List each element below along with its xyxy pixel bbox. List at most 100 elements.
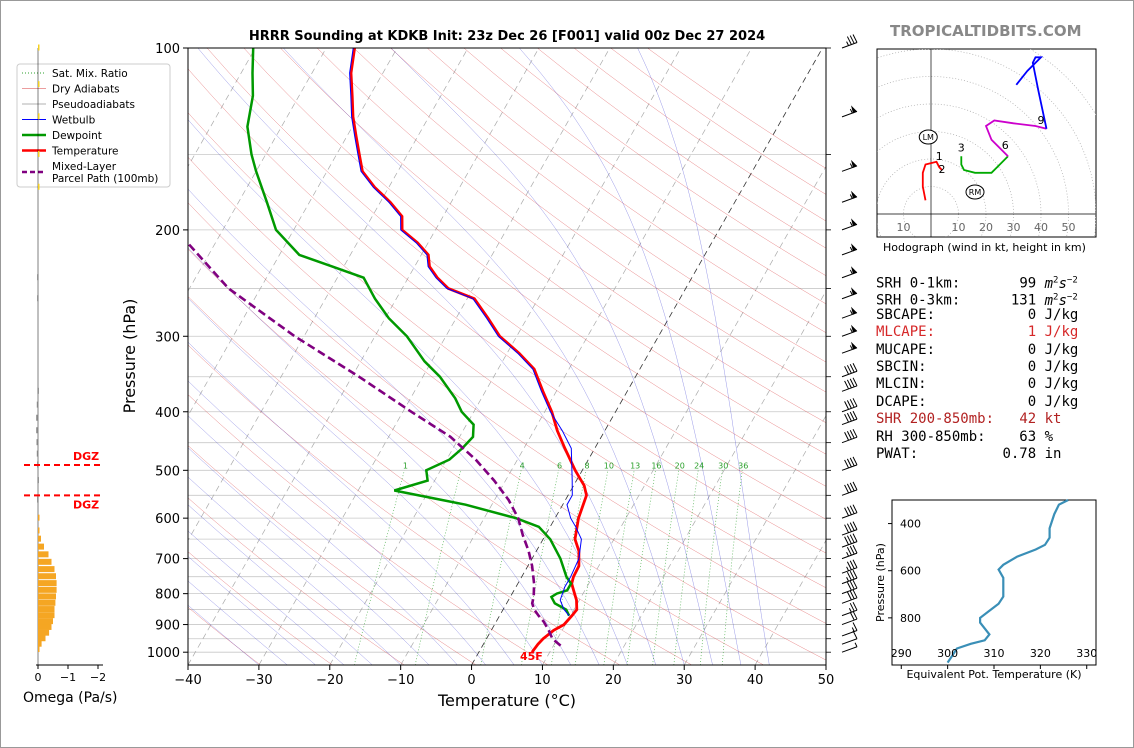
stat-row: SBCIN: 0 J/kg [876, 359, 1078, 376]
x-tick-label: 50 [818, 673, 835, 688]
wind-barb [841, 410, 858, 426]
y-tick-label: 700 [155, 553, 180, 568]
pseudoadiabat [188, 580, 288, 665]
mixing-ratio-label: 36 [738, 461, 748, 470]
wind-barb [841, 306, 858, 319]
omega-bar [38, 113, 40, 120]
omega-bar [36, 414, 38, 421]
omega-bar [38, 646, 40, 653]
mixing-ratio-line [721, 470, 743, 665]
storm-motion-label: LM [923, 133, 934, 142]
omega-bar [38, 183, 40, 190]
wind-barb [841, 589, 858, 604]
wind-barb [841, 610, 858, 626]
mixing-ratio-line [574, 470, 609, 665]
isotherm [188, 48, 256, 168]
dry-adiabat [427, 48, 826, 333]
wind-barb [841, 559, 858, 574]
hodograph-tick-label: 50 [1062, 221, 1076, 234]
omega-bar [38, 593, 56, 600]
y-tick-label: 400 [155, 406, 180, 421]
y-tick-label: 300 [155, 330, 180, 345]
isotherm [188, 48, 540, 665]
omega-bar [38, 599, 56, 606]
pseudoadiabat [188, 247, 572, 665]
stat-label: RH 300-850mb: [876, 428, 986, 445]
mixing-ratio-line [626, 470, 656, 665]
stat-unit: J/kg [1036, 393, 1079, 410]
y-tick-label: 1000 [147, 646, 180, 661]
x-tick-label: 10 [534, 673, 551, 688]
stat-unit: % [1036, 428, 1054, 445]
hodograph-segment-3 [1015, 56, 1048, 129]
storm-motion-label: RM [969, 188, 982, 197]
wind-barb [841, 622, 858, 637]
hodograph-height-label: 3 [958, 142, 965, 155]
stat-value: 0.78 [1002, 445, 1037, 462]
dry-adiabat [188, 551, 333, 665]
series-line-2 [349, 48, 582, 617]
stat-value: 0 [1027, 376, 1037, 393]
stat-value: 1 [1027, 324, 1037, 341]
dry-adiabat [188, 606, 261, 665]
stat-unit: J/kg [1036, 324, 1079, 341]
wind-barb [841, 569, 858, 585]
hodograph-segment-1 [960, 155, 1009, 174]
hodograph-segment-0 [921, 160, 943, 201]
sounding-stats: SRH 0-1km: 99 m2s−2 SRH 0-3km: 131 m2s−2 S… [876, 272, 1078, 463]
hodograph-tick-label: 20 [979, 221, 993, 234]
theta-e-xtick-label: 290 [891, 647, 912, 660]
omega-bar [36, 450, 39, 457]
theta-e-xtick-label: 320 [1030, 647, 1051, 660]
stat-value: 0 [1027, 306, 1037, 323]
hodograph-tick-label: 10 [897, 221, 911, 234]
pseudoadiabat [188, 119, 628, 665]
omega-bar [38, 635, 46, 642]
omega-tick-label: −2 [90, 671, 106, 684]
stat-label: MLCAPE: [876, 324, 936, 341]
legend-label: Wetbulb [52, 115, 96, 127]
dgz-label: DGZ [73, 498, 99, 511]
stat-row: DCAPE: 0 J/kg [876, 394, 1078, 411]
stat-value: 99 [1019, 275, 1037, 292]
wind-barb [841, 34, 858, 49]
omega-bar [38, 566, 55, 573]
mixing-ratio-label: 10 [604, 461, 614, 470]
mixing-ratio-line [550, 470, 587, 665]
stat-label: PWAT: [876, 445, 919, 462]
omega-bar [38, 606, 55, 613]
pseudoadiabat [390, 48, 713, 665]
theta-e-panel: 400 600 800 290 300 310 320 330 Equivalent Pot. … [874, 499, 1097, 681]
omega-bar [38, 580, 57, 587]
omega-bar [38, 618, 53, 625]
legend-label: Sat. Mix. Ratio [52, 68, 128, 80]
dry-adiabat [188, 112, 826, 589]
dry-adiabat [188, 248, 764, 665]
mixing-ratio-line [673, 470, 699, 665]
stat-label: SBCAPE: [876, 306, 936, 323]
stat-value: 42 [1019, 411, 1037, 428]
legend-label: Parcel Path (100mb) [52, 173, 158, 185]
wind-barb [841, 341, 858, 354]
mixing-ratio-label: 1 [403, 461, 408, 470]
skewt-frame [187, 47, 827, 666]
stat-label: SBCIN: [876, 358, 927, 375]
omega-bar [37, 477, 39, 484]
stat-unit: m2s−2 [1044, 292, 1078, 310]
dry-adiabat [188, 445, 477, 665]
isotherm [471, 48, 823, 665]
stat-row: PWAT: 0.78 in [876, 446, 1078, 463]
isotherm [188, 48, 469, 542]
stat-label: SHR 200-850mb: [876, 411, 995, 428]
theta-e-ytick-label: 800 [900, 612, 921, 625]
isotherm [188, 48, 327, 292]
y-tick-label: 200 [155, 224, 180, 239]
omega-bar [38, 543, 44, 550]
omega-axis-label: Omega (Pa/s) [23, 690, 118, 706]
wind-barb [841, 579, 858, 595]
series-line-1 [246, 48, 573, 617]
storm-motion-marker [918, 129, 938, 145]
hodograph-height-label: 6 [1002, 139, 1009, 152]
dry-adiabat [188, 156, 826, 624]
